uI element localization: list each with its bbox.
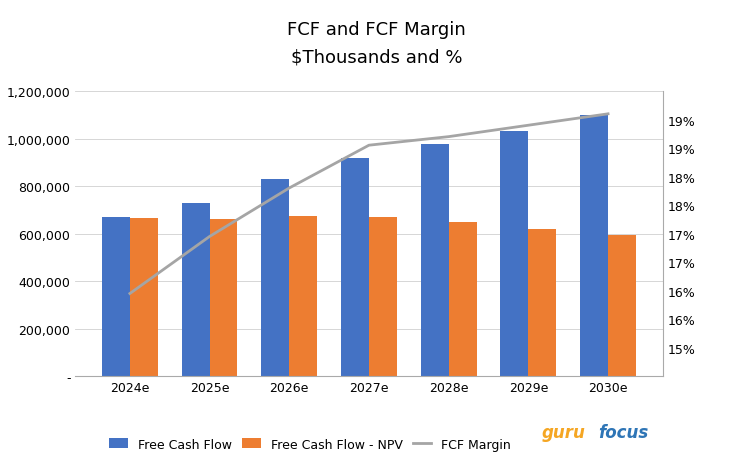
Legend: Free Cash Flow, Free Cash Flow - NPV, FCF Margin: Free Cash Flow, Free Cash Flow - NPV, FC… [105, 432, 516, 455]
Bar [421, 145, 449, 376]
Bar [261, 179, 289, 376]
Bar [529, 230, 556, 376]
Bar [369, 218, 397, 376]
Text: $Thousands and %: $Thousands and % [291, 48, 462, 66]
Bar [130, 218, 158, 376]
Bar [341, 158, 369, 376]
Bar [449, 223, 477, 376]
Bar [209, 220, 237, 376]
Bar [102, 218, 130, 376]
Text: focus: focus [599, 423, 649, 441]
Bar [501, 132, 529, 376]
Bar [580, 116, 608, 376]
Text: guru: guru [542, 423, 586, 441]
Bar [608, 236, 636, 376]
Text: FCF and FCF Margin: FCF and FCF Margin [287, 21, 466, 39]
Bar [289, 216, 317, 376]
Bar [181, 203, 209, 376]
